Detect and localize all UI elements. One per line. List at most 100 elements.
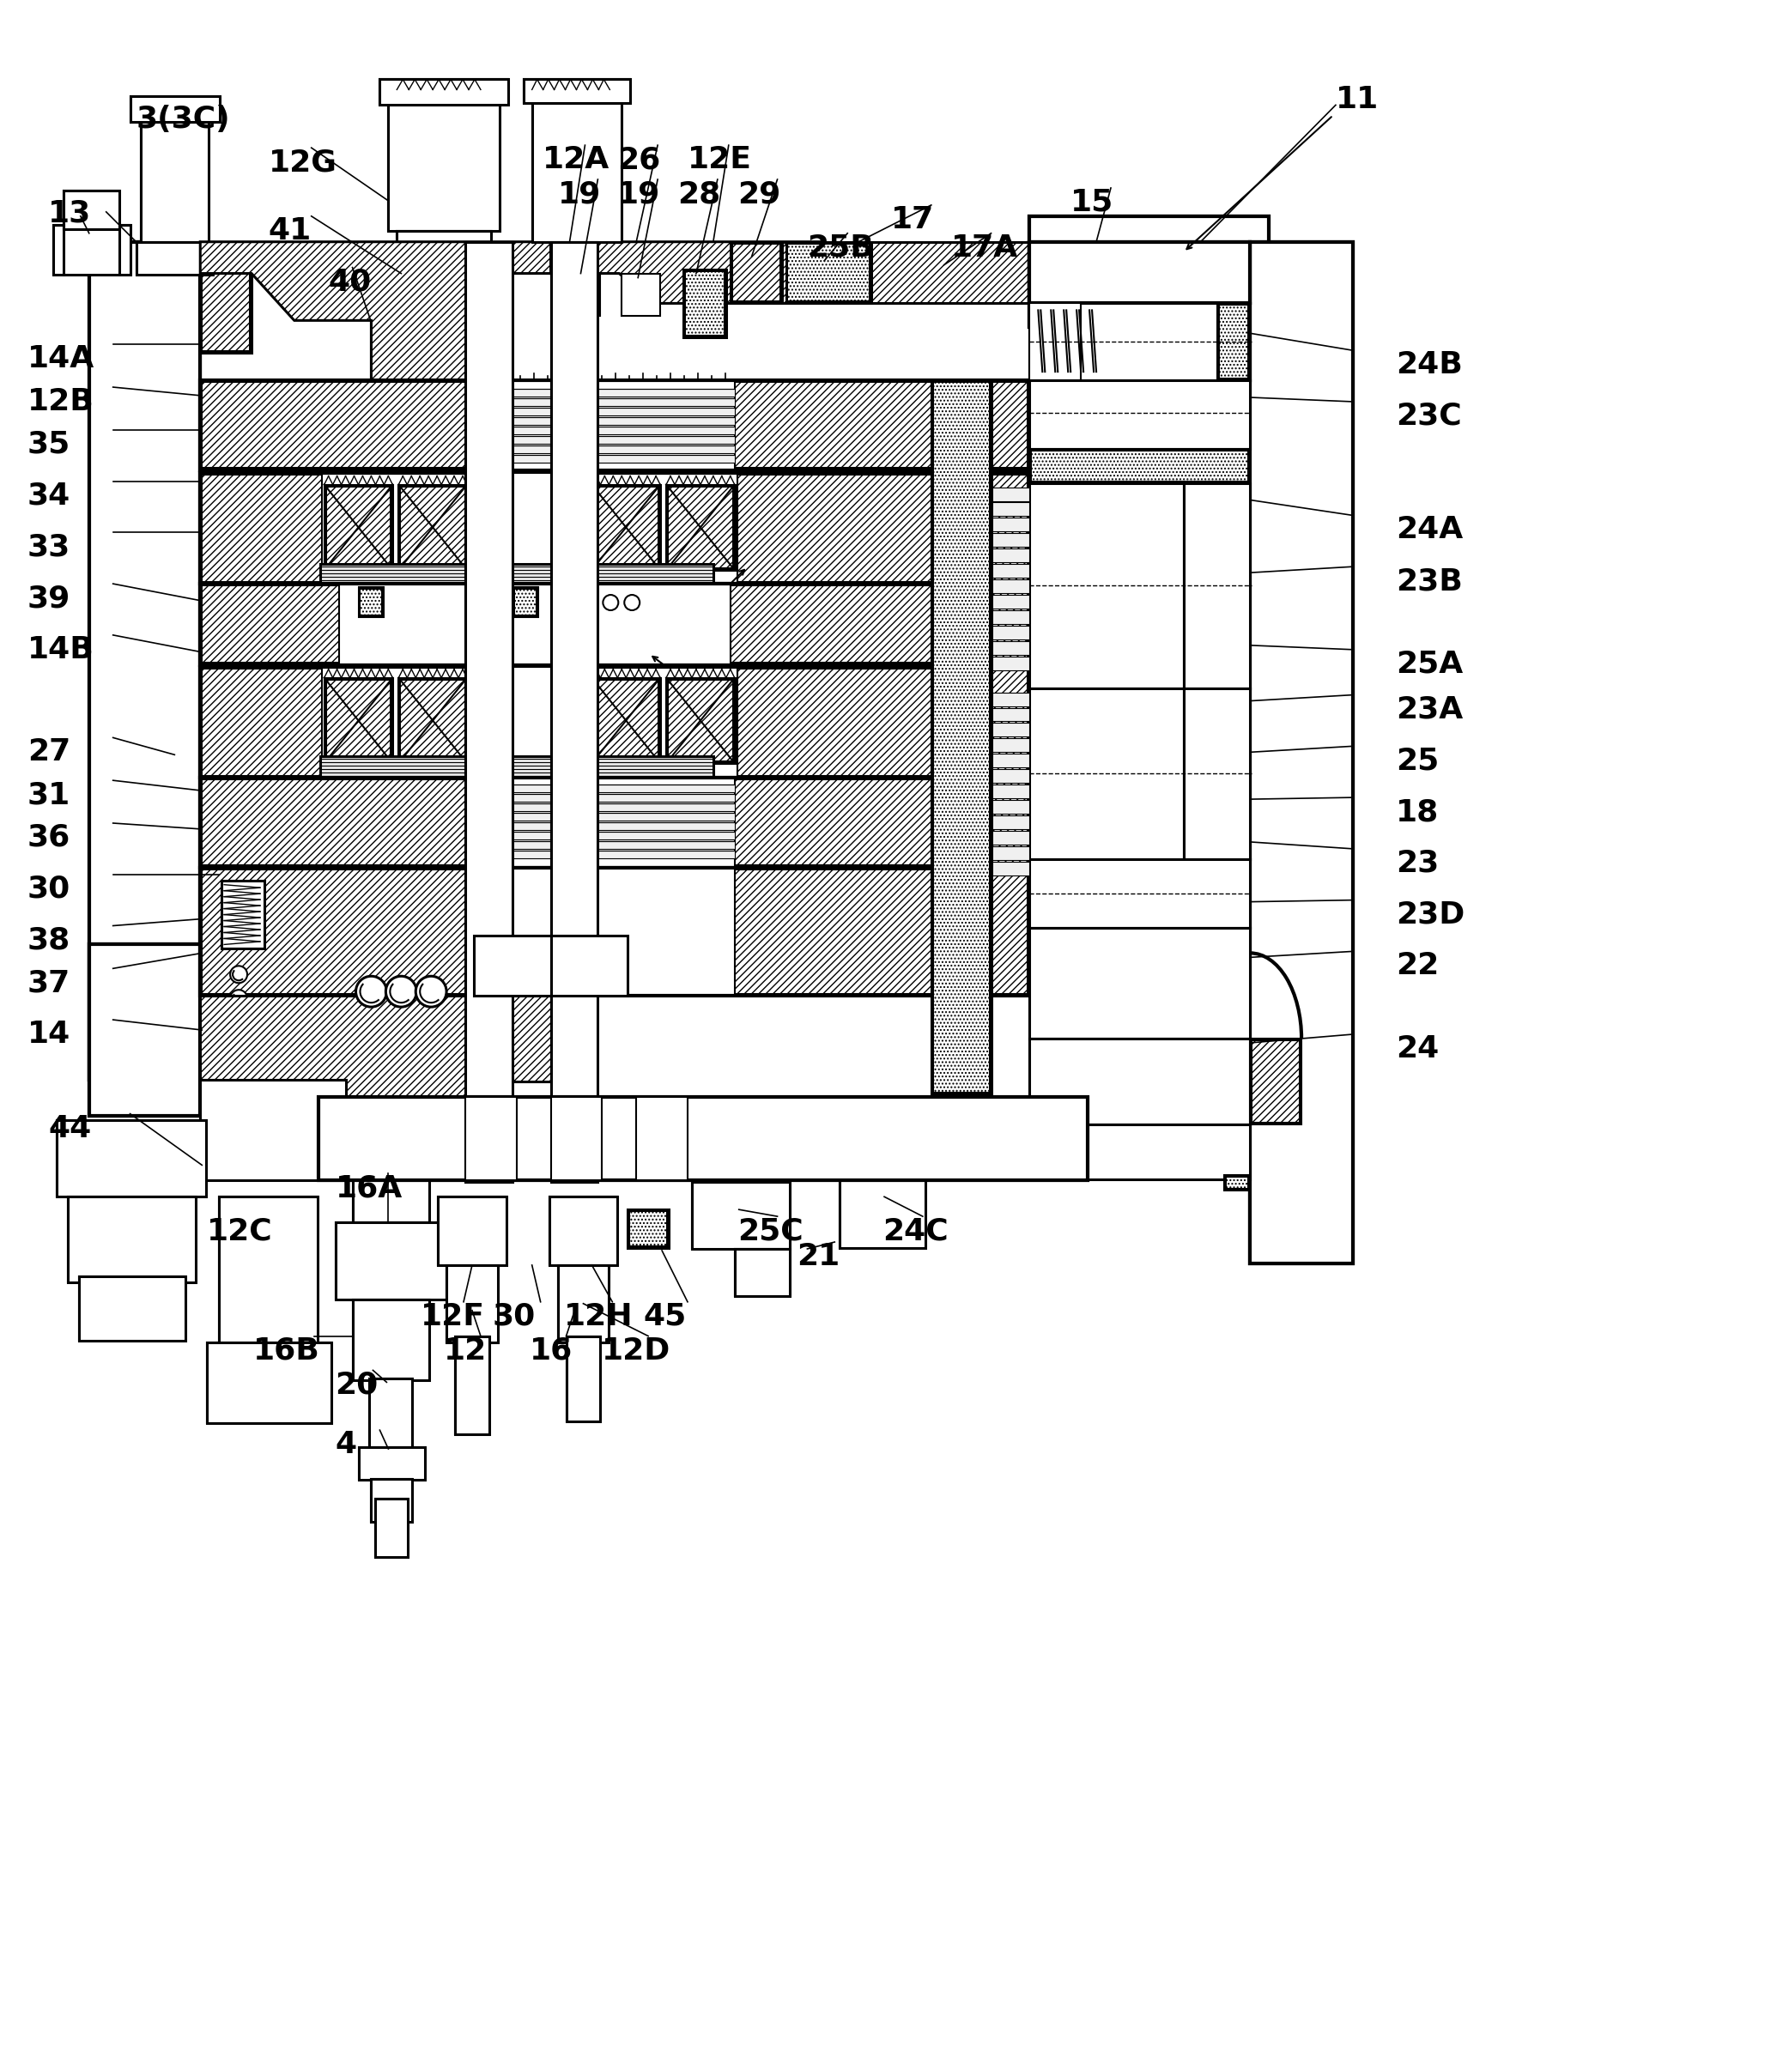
Bar bbox=[335, 1222, 447, 1299]
Bar bbox=[140, 108, 209, 249]
Bar bbox=[376, 1498, 408, 1556]
Bar bbox=[1030, 450, 1249, 481]
Bar bbox=[565, 1336, 601, 1421]
Bar bbox=[465, 416, 735, 425]
Text: 12C: 12C bbox=[208, 1216, 274, 1245]
Bar bbox=[1030, 381, 1251, 450]
Bar bbox=[438, 1198, 506, 1266]
Bar bbox=[200, 472, 1030, 584]
Bar bbox=[630, 1212, 667, 1245]
Circle shape bbox=[431, 336, 458, 365]
Text: 17: 17 bbox=[891, 205, 934, 234]
Text: 26: 26 bbox=[617, 145, 660, 174]
Text: 24C: 24C bbox=[882, 1216, 948, 1245]
Bar bbox=[666, 485, 735, 570]
Bar bbox=[200, 868, 1030, 997]
Text: 37: 37 bbox=[27, 968, 70, 997]
Bar bbox=[469, 667, 589, 777]
Bar bbox=[1030, 303, 1251, 381]
Bar bbox=[406, 274, 456, 325]
Bar bbox=[89, 945, 200, 1115]
Bar bbox=[202, 381, 467, 468]
Bar bbox=[200, 667, 1030, 777]
Bar bbox=[465, 785, 735, 792]
Text: 20: 20 bbox=[335, 1370, 379, 1399]
Text: 12A: 12A bbox=[542, 145, 610, 174]
Bar bbox=[1030, 483, 1184, 688]
Text: 25B: 25B bbox=[807, 234, 875, 263]
Bar bbox=[136, 242, 213, 274]
Bar bbox=[1030, 303, 1081, 381]
Bar bbox=[358, 1446, 426, 1479]
Circle shape bbox=[386, 976, 417, 1007]
Bar bbox=[372, 321, 474, 381]
Bar bbox=[991, 595, 1030, 609]
Bar bbox=[934, 381, 989, 1092]
Bar bbox=[200, 584, 1030, 665]
Bar bbox=[352, 1299, 429, 1380]
Bar bbox=[991, 657, 1030, 669]
Bar bbox=[324, 485, 392, 570]
Bar bbox=[839, 1179, 925, 1247]
Text: 31: 31 bbox=[27, 781, 70, 810]
Bar bbox=[447, 1266, 497, 1343]
Bar bbox=[991, 549, 1030, 562]
Text: 24B: 24B bbox=[1395, 350, 1462, 379]
Bar bbox=[991, 580, 1030, 593]
Bar bbox=[991, 831, 1030, 845]
Bar bbox=[991, 723, 1030, 738]
Text: 23D: 23D bbox=[1395, 899, 1465, 928]
Bar bbox=[513, 588, 537, 615]
Bar bbox=[531, 89, 623, 242]
Text: 30: 30 bbox=[492, 1301, 535, 1330]
Polygon shape bbox=[551, 242, 825, 303]
Bar bbox=[735, 779, 1029, 864]
Text: 12F: 12F bbox=[420, 1301, 485, 1330]
Bar bbox=[358, 1446, 426, 1479]
Bar bbox=[991, 626, 1030, 640]
Bar bbox=[465, 794, 735, 802]
Bar bbox=[447, 1266, 497, 1343]
Bar bbox=[465, 831, 735, 839]
Bar bbox=[352, 1173, 429, 1241]
Bar bbox=[551, 242, 598, 1183]
Bar bbox=[401, 487, 465, 568]
Bar bbox=[512, 586, 538, 617]
Bar bbox=[379, 79, 508, 106]
Text: 21: 21 bbox=[798, 1241, 841, 1272]
Bar bbox=[524, 79, 630, 104]
Bar bbox=[370, 1378, 411, 1446]
Text: 19: 19 bbox=[558, 180, 601, 209]
Bar bbox=[1184, 688, 1251, 860]
Bar bbox=[730, 586, 1029, 663]
Bar bbox=[465, 454, 735, 462]
Text: 14B: 14B bbox=[27, 634, 95, 665]
Text: 24A: 24A bbox=[1395, 516, 1463, 545]
Text: 23A: 23A bbox=[1395, 694, 1463, 723]
Bar bbox=[469, 472, 589, 584]
Text: 12B: 12B bbox=[27, 387, 95, 416]
Bar bbox=[735, 870, 1029, 995]
Bar bbox=[1218, 303, 1251, 381]
Bar bbox=[318, 1096, 1088, 1181]
Bar bbox=[54, 224, 131, 274]
Bar bbox=[57, 1119, 206, 1198]
Bar bbox=[326, 487, 392, 568]
Bar bbox=[208, 1343, 331, 1423]
Bar bbox=[1030, 928, 1251, 1038]
Bar bbox=[730, 242, 782, 303]
Bar bbox=[692, 1183, 791, 1249]
Bar bbox=[200, 242, 252, 352]
Bar bbox=[140, 108, 209, 249]
Bar bbox=[202, 244, 250, 352]
Bar bbox=[54, 224, 131, 274]
Text: 25A: 25A bbox=[1395, 651, 1463, 680]
Bar bbox=[558, 1266, 608, 1343]
Bar bbox=[63, 191, 120, 230]
Bar bbox=[324, 678, 392, 762]
Bar bbox=[991, 692, 1030, 707]
Text: 22: 22 bbox=[1395, 951, 1438, 980]
Bar bbox=[454, 1336, 488, 1434]
Text: 35: 35 bbox=[27, 429, 70, 460]
Text: 23B: 23B bbox=[1395, 566, 1462, 597]
